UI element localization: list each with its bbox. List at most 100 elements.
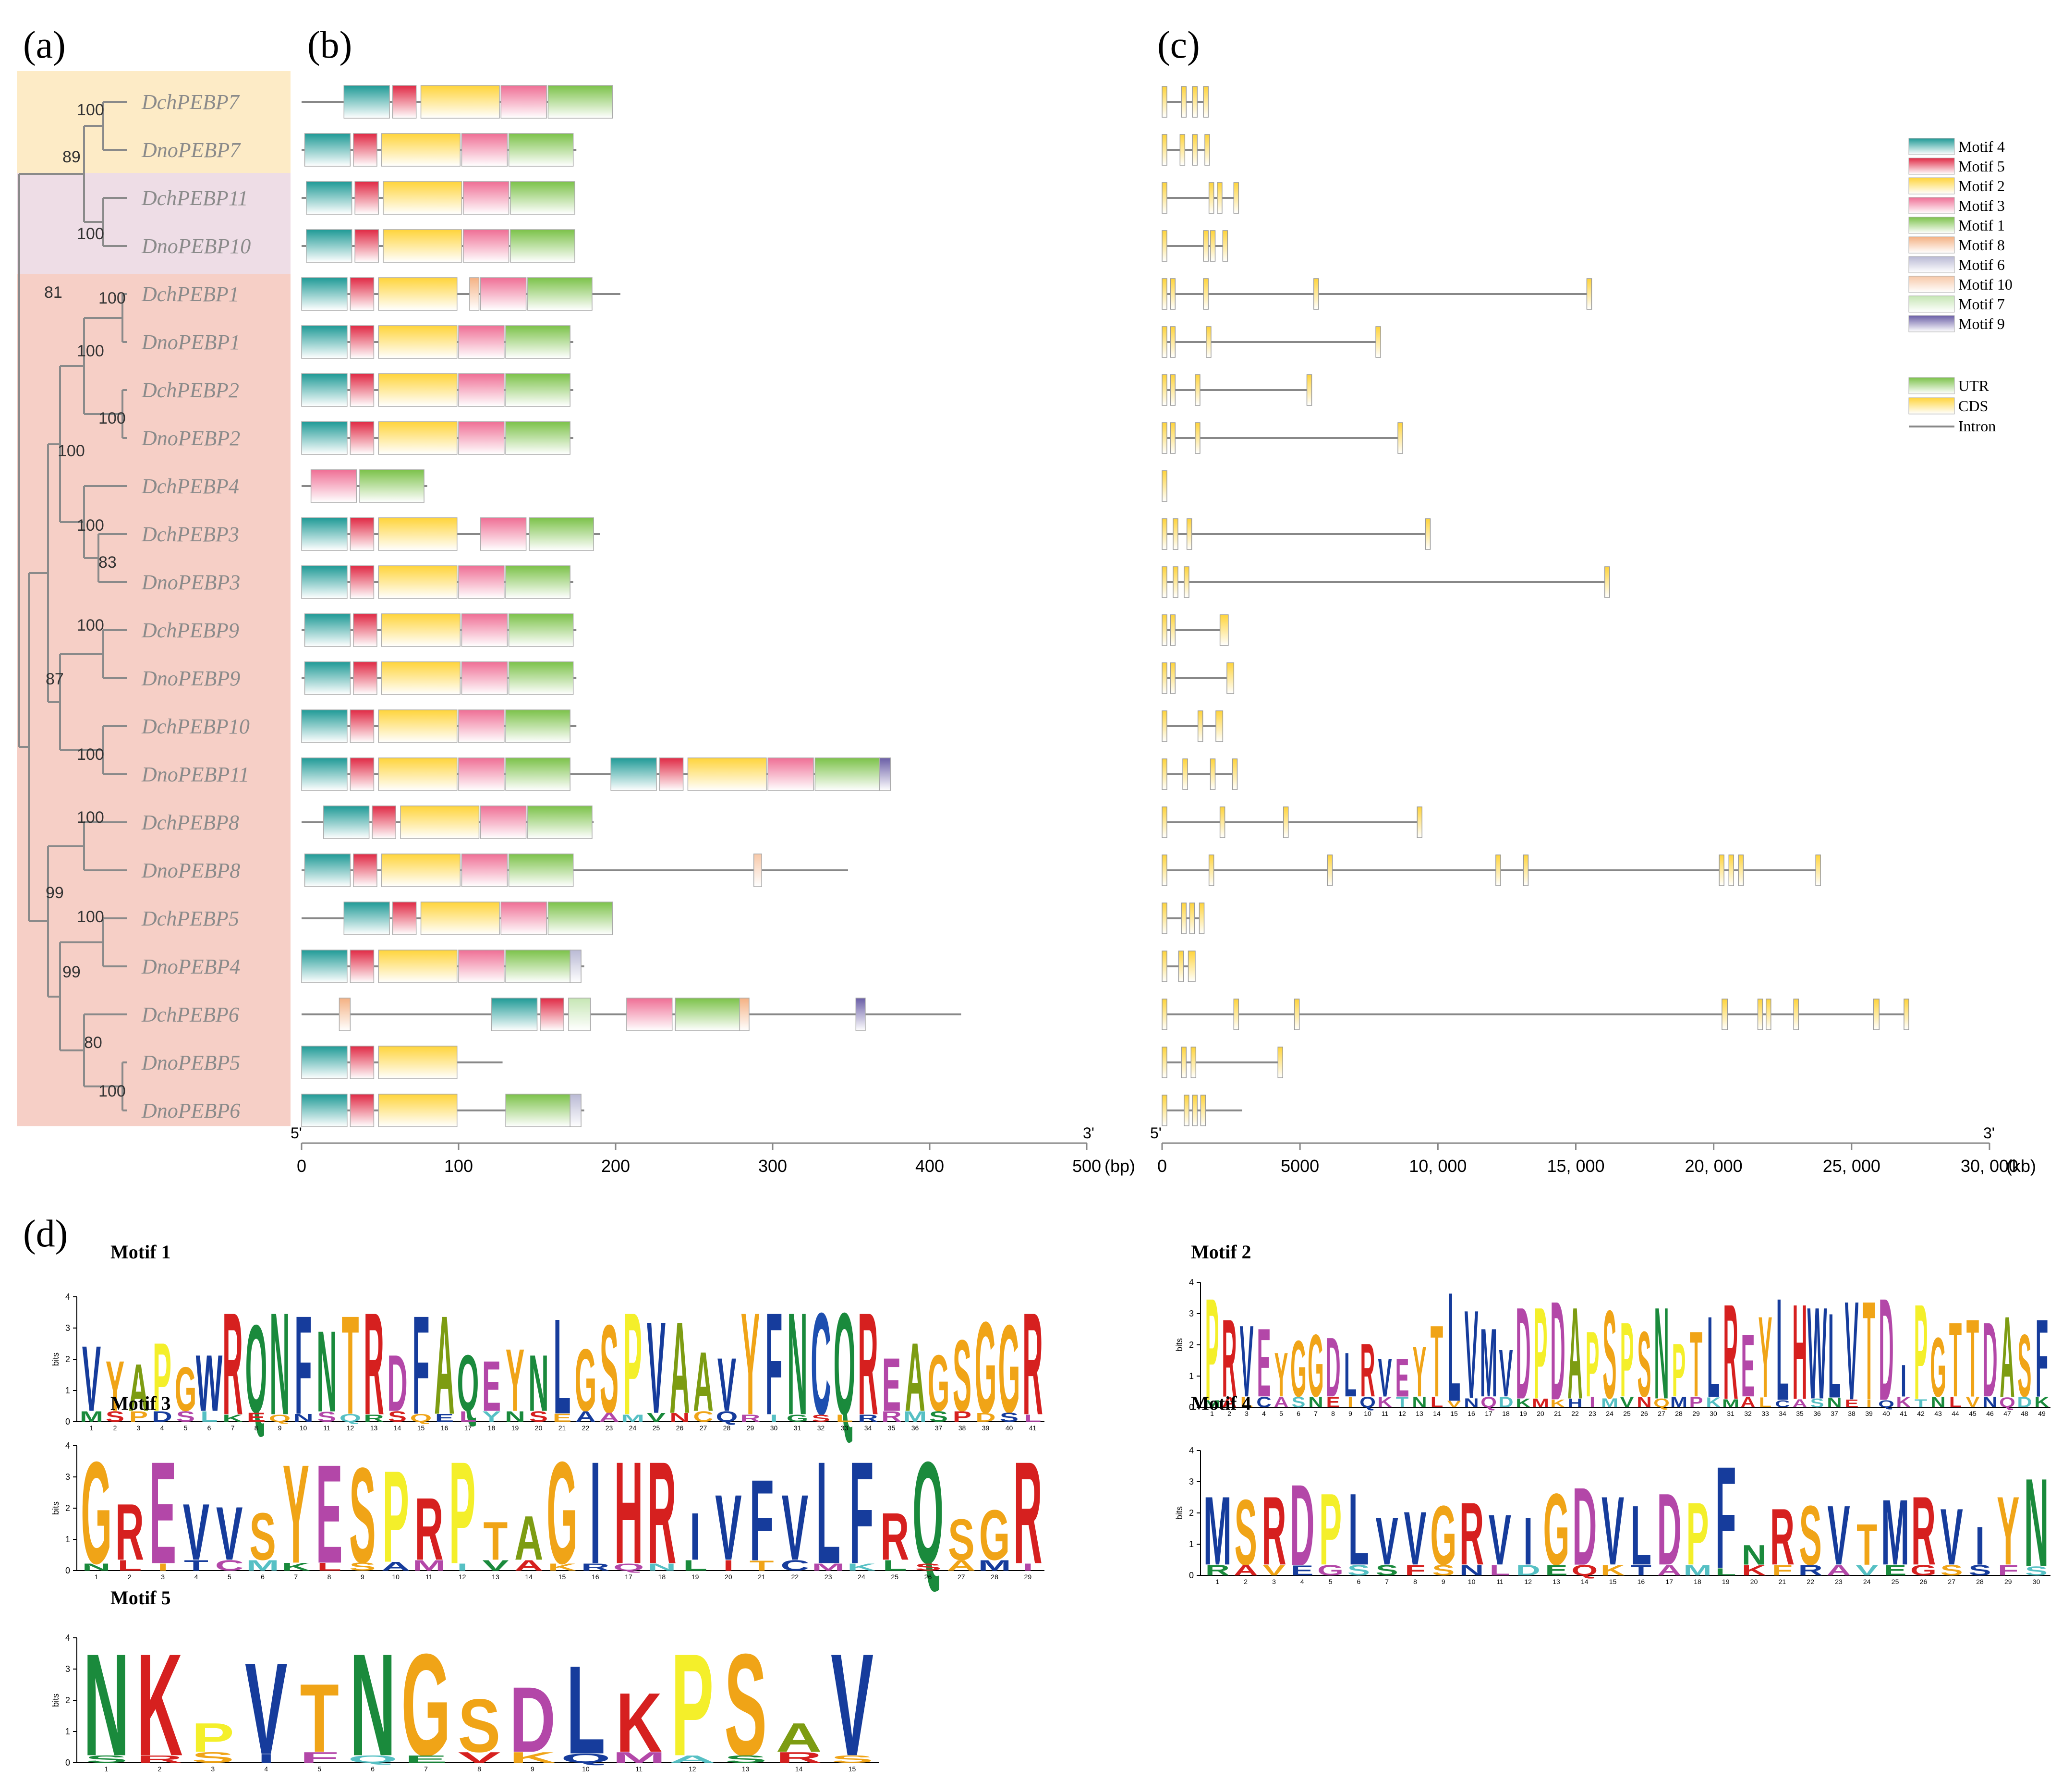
logo-letter: L (1344, 1340, 1357, 1410)
logo-letter: E (316, 1435, 342, 1593)
logo-position-number: 14 (394, 1424, 401, 1432)
exon-box (1190, 1047, 1197, 1078)
logo-letter: F (849, 1432, 874, 1595)
gene-label: DchPEBP6 (141, 1003, 239, 1026)
logo-letter: K (281, 1560, 310, 1573)
gene-label: DnoPEBP7 (141, 138, 241, 162)
logo-letter: N (787, 1283, 807, 1446)
logo-position-number: 18 (488, 1424, 496, 1432)
logo-position-number: 35 (888, 1424, 896, 1432)
logo-letter: C (215, 1557, 244, 1574)
logo-letter: S (1810, 1396, 1824, 1410)
logo-letter: D (2017, 1394, 2032, 1411)
motif-box (301, 950, 348, 983)
logo-position-number: 44 (1952, 1410, 1959, 1417)
logo-letter: S (929, 1408, 948, 1425)
logo-letter: I (1523, 1504, 1533, 1579)
exon-box (1173, 566, 1178, 598)
legend-swatch (1908, 295, 1955, 313)
logo-position-number: 21 (1554, 1410, 1562, 1417)
logo-position-number: 25 (653, 1424, 660, 1432)
axis-tick-label: 25, 000 (1823, 1156, 1880, 1176)
logo-position-number: 22 (1571, 1410, 1579, 1417)
logo-letter: G (575, 1331, 597, 1430)
logo-letter: N (1742, 1539, 1766, 1571)
motif-box (458, 421, 505, 455)
logo-position-number: 32 (817, 1424, 825, 1432)
logo-y-tick-label: 1 (65, 1727, 70, 1736)
logo-letter: S (600, 1299, 619, 1440)
logo-position-number: 9 (531, 1765, 534, 1773)
logo-position-number: 11 (323, 1424, 330, 1432)
gene-labels: DchPEBP7 DnoPEBP7 DchPEBP11 DnoPEBP10 DchPEB… (141, 90, 251, 1122)
exon-box (1233, 182, 1239, 214)
logo-letter: M (1203, 1398, 1221, 1410)
logo-letter: D (1879, 1268, 1893, 1431)
logo-letter: R (222, 1283, 243, 1446)
motif-box (304, 661, 351, 695)
logo-position-number: 6 (371, 1765, 375, 1773)
logo-letter: V (183, 1487, 209, 1577)
logo-letter: G (1308, 1317, 1324, 1416)
legend-swatch (1908, 158, 1955, 175)
exon-box (1283, 806, 1289, 838)
logo-letter: S (724, 1623, 767, 1786)
logo-letter: T (1915, 1397, 1928, 1410)
logo-letter: S (317, 1409, 336, 1425)
motif-box (378, 277, 458, 311)
logo-position-number: 15 (558, 1573, 566, 1581)
legend-label: Motif 6 (1958, 256, 2005, 273)
logo-letter: Q (245, 1299, 267, 1440)
gene-label: DchPEBP9 (141, 619, 239, 642)
logo-letter: S (458, 1683, 501, 1768)
logo-position-number: 10 (1364, 1410, 1371, 1417)
logo-letter: Q (457, 1339, 479, 1428)
motif-box (508, 133, 574, 167)
exon-box (1162, 614, 1167, 646)
axis-tick-label: 30, 000 (1961, 1156, 2018, 1176)
axis-tick-label: 5000 (1281, 1156, 1319, 1176)
logo-position-number: 26 (1920, 1578, 1928, 1585)
exon-box (1757, 999, 1763, 1030)
logo-position-number: 28 (723, 1424, 731, 1432)
logo-letter: F (750, 1456, 774, 1585)
logo-letter: S (1376, 1562, 1398, 1579)
logo-letter: D (1516, 1281, 1530, 1426)
logo-letter: M (412, 1557, 446, 1574)
motif-box (301, 277, 348, 311)
motif-box (323, 805, 370, 839)
logo-letter: Y (506, 1331, 524, 1430)
logo-letter: E (1741, 1317, 1755, 1416)
logo-letter: P (1686, 1484, 1709, 1583)
motif-box (461, 853, 508, 887)
logo-letter: V (1845, 1272, 1859, 1429)
logo-letter: N (2024, 1452, 2049, 1593)
exon-box (1170, 278, 1176, 310)
logo-letter: N (1412, 1394, 1427, 1411)
logo-letter: A (905, 1323, 925, 1432)
exon-box (1192, 134, 1198, 166)
legend: Motif 4 Motif 5 Motif 2 Motif 3 Motif 1 Motif… (1908, 138, 2013, 435)
exon-box (1728, 854, 1735, 886)
exon-box (1162, 902, 1167, 934)
logo-letter: A (599, 1410, 619, 1425)
logo-letter: A (1274, 1394, 1288, 1411)
logo-position-number: 45 (1969, 1410, 1977, 1417)
motif-box (392, 902, 417, 935)
logo-position-number: 3 (137, 1424, 141, 1432)
exon-box (1203, 278, 1209, 310)
logo-position-number: 29 (2004, 1578, 2012, 1585)
axis-tick-label: 0 (297, 1156, 306, 1176)
exon-box (1219, 614, 1229, 646)
logo-position-number: 10 (392, 1573, 400, 1581)
logo-letter: L (683, 1557, 707, 1574)
motif-box (350, 709, 375, 743)
legend-label: Motif 10 (1958, 276, 2013, 293)
bootstrap-value: 87 (46, 670, 64, 688)
logo-letter: A (2000, 1292, 2014, 1422)
logo-position-number: 15 (1450, 1410, 1458, 1417)
logo-position-number: 29 (1692, 1410, 1700, 1417)
motif-box (301, 709, 348, 743)
motif-box (480, 517, 527, 551)
